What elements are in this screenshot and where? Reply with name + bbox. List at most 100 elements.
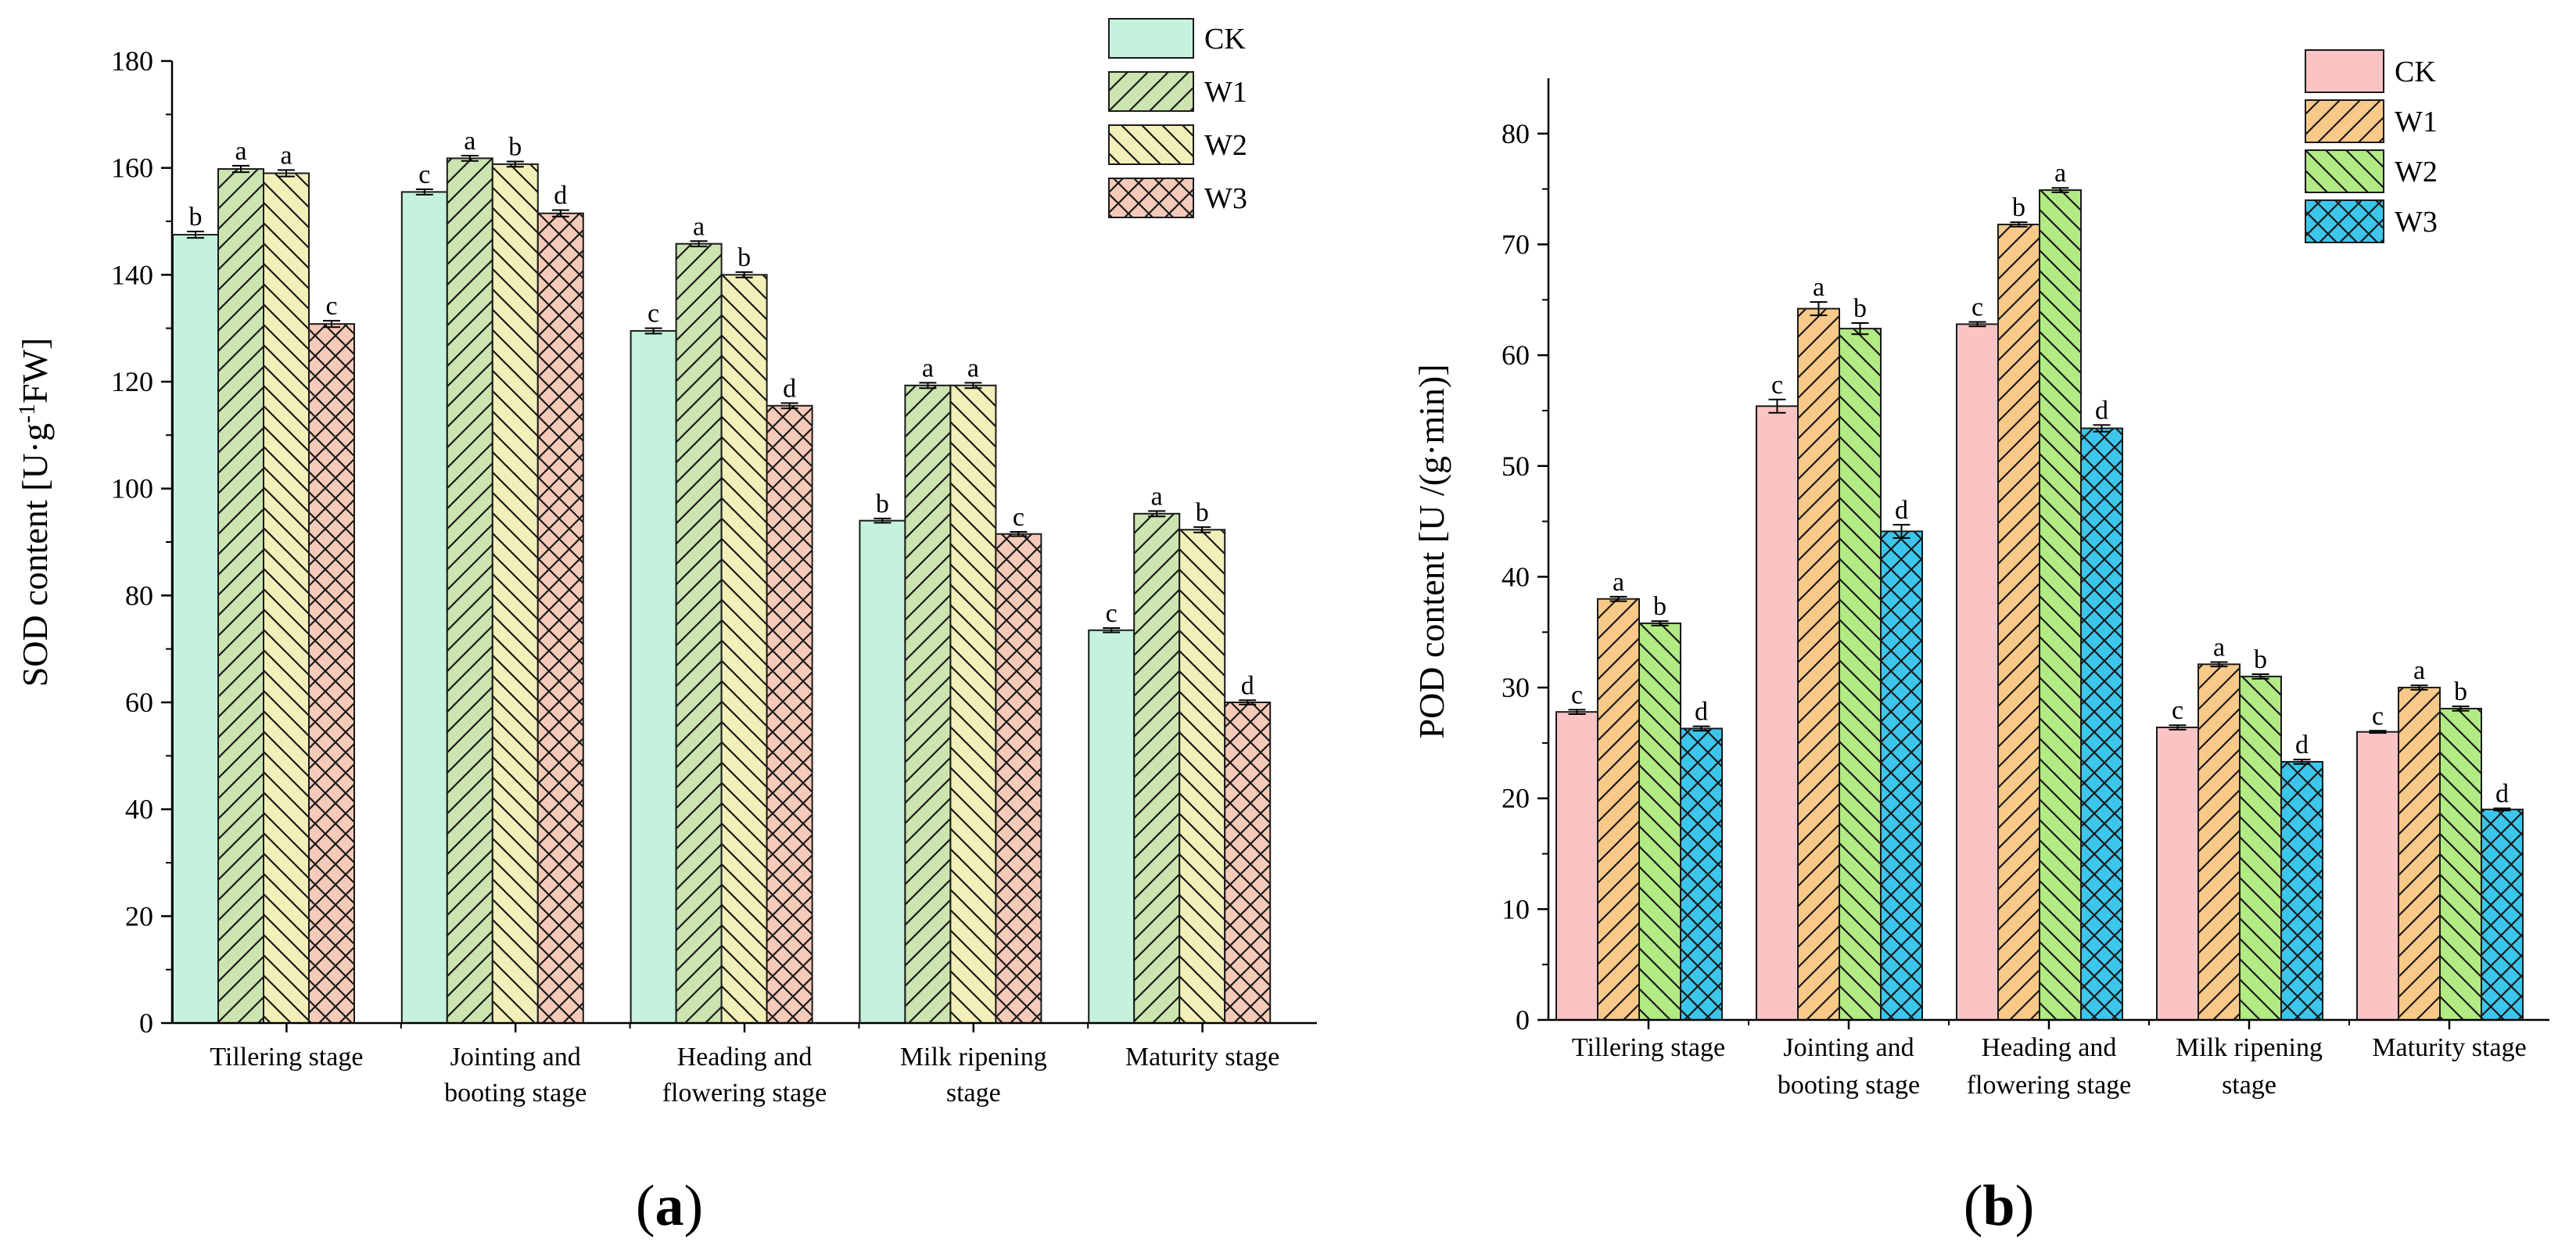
- bar-group: a: [263, 141, 310, 1024]
- bar-w2-hatch: [492, 163, 538, 1024]
- error-bar: [2210, 661, 2228, 668]
- error-bar: [2169, 724, 2187, 731]
- y-tick-label: 180: [111, 45, 153, 77]
- bar-w2-hatch: [264, 173, 309, 1023]
- panel-a-axes: 0 20 40 60 80 100 120 140 160 180 Tillering stage J…: [111, 45, 1317, 1108]
- legend-label: CK: [1204, 23, 1246, 56]
- panel-b-axes: 0 10 20 30 40 50 60 70 80 Tillering stage Jointing…: [1501, 78, 2549, 1100]
- significance-label: b: [2454, 677, 2467, 706]
- legend-swatch: [2305, 149, 2384, 193]
- legend-swatch-hatch: [2305, 150, 2384, 192]
- error-bar: [1651, 620, 1669, 626]
- bar-w1-hatch: [1598, 598, 1639, 1020]
- x-tick-label: flowering stage: [662, 1079, 827, 1108]
- bar-group: a: [675, 212, 723, 1024]
- legend-item: CK: [1108, 18, 1246, 59]
- bar-w2-hatch: [2040, 190, 2081, 1021]
- legend-swatch-hatch: [1109, 125, 1193, 164]
- significance-label: b: [189, 203, 203, 232]
- significance-label: a: [280, 141, 292, 170]
- error-bar: [1893, 523, 1910, 539]
- error-bar: [2093, 424, 2111, 433]
- significance-label: d: [2495, 779, 2509, 808]
- bar-group: c: [1555, 680, 1598, 1021]
- panel-a-y-axis-title: SOD content [U·g-1FW]: [14, 338, 55, 688]
- legend-label: CK: [2395, 56, 2436, 88]
- significance-label: b: [1853, 294, 1867, 323]
- significance-label: a: [1151, 482, 1163, 511]
- bar-w2-hatch: [1839, 329, 1881, 1021]
- bar-group: c: [2356, 702, 2399, 1021]
- error-bar: [278, 169, 295, 178]
- bar-group: a: [2398, 656, 2441, 1021]
- significance-label: b: [508, 132, 522, 161]
- bar-group: d: [766, 374, 813, 1024]
- bar-ck-fill: [630, 331, 676, 1023]
- error-bar: [2410, 684, 2428, 691]
- x-tick-label: stage: [946, 1079, 1001, 1108]
- bar-w1-hatch: [1134, 513, 1180, 1023]
- legend-swatch-hatch: [1109, 72, 1193, 111]
- significance-label: c: [418, 160, 430, 189]
- error-bar: [2251, 673, 2269, 680]
- bar-group: c: [995, 503, 1042, 1024]
- bar-group: c: [1756, 371, 1799, 1021]
- bar-group: b: [172, 203, 219, 1025]
- error-bar: [187, 230, 204, 239]
- y-tick-label: 40: [125, 794, 153, 825]
- bar-w2-hatch: [1639, 623, 1681, 1020]
- error-bar: [1193, 526, 1211, 533]
- y-tick-label: 160: [111, 153, 153, 184]
- x-tick-label: flowering stage: [1967, 1071, 2132, 1100]
- x-tick-label: booting stage: [444, 1079, 587, 1108]
- x-tick-label: Jointing and: [450, 1043, 581, 1072]
- legend-label: W3: [2395, 206, 2438, 239]
- legend-swatch: [1108, 178, 1194, 218]
- bar-group: a: [904, 354, 952, 1024]
- significance-label: d: [783, 374, 796, 403]
- x-tick-label: Milk ripening: [2176, 1033, 2323, 1062]
- legend-swatch-hatch: [2305, 100, 2384, 142]
- bar-group: c: [1088, 599, 1136, 1024]
- legend-item: W1: [2305, 99, 2438, 143]
- significance-label: b: [2254, 645, 2267, 674]
- significance-label: c: [1971, 293, 1983, 322]
- significance-label: d: [1241, 671, 1254, 700]
- error-bar: [1609, 595, 1627, 602]
- panel-b-y-axis-title: POD content [U /(g·min)]: [1412, 364, 1451, 738]
- error-bar: [415, 188, 433, 196]
- bar-ck-fill: [2357, 731, 2398, 1020]
- error-bar: [1851, 322, 1869, 336]
- bar-group: a: [949, 354, 997, 1024]
- error-bar: [1239, 699, 1257, 705]
- bar-w2-hatch: [721, 275, 767, 1023]
- bar-group: d: [536, 181, 584, 1024]
- x-tick-label: stage: [2222, 1071, 2276, 1100]
- legend-item: W1: [1108, 71, 1247, 112]
- significance-label: a: [2213, 633, 2225, 662]
- legend-item: W2: [2305, 149, 2438, 193]
- significance-label: a: [2054, 159, 2066, 188]
- x-tick-label: booting stage: [1778, 1071, 1920, 1100]
- bar-w3-hatch: [1881, 531, 1922, 1020]
- legend-swatch: [1108, 18, 1194, 59]
- error-bar: [2452, 705, 2470, 712]
- legend-swatch-hatch: [2305, 200, 2384, 242]
- bar-w3-hatch: [1225, 702, 1271, 1023]
- error-bar: [1692, 725, 1710, 732]
- legend-swatch-fill: [2305, 50, 2384, 92]
- legend-swatch: [2305, 199, 2384, 243]
- bar-ck-fill: [1556, 712, 1598, 1020]
- significance-label: d: [554, 181, 567, 210]
- bar-w3-hatch: [2481, 809, 2523, 1020]
- error-bar: [780, 402, 798, 410]
- y-tick-label: 20: [125, 900, 153, 932]
- bar-group: a: [1133, 482, 1181, 1024]
- legend-item: W3: [1108, 178, 1247, 218]
- significance-label: b: [2012, 193, 2025, 222]
- error-bar: [2493, 807, 2511, 812]
- significance-label: c: [325, 292, 337, 321]
- y-tick-label: 80: [125, 580, 153, 611]
- legend-item: W3: [2305, 199, 2438, 243]
